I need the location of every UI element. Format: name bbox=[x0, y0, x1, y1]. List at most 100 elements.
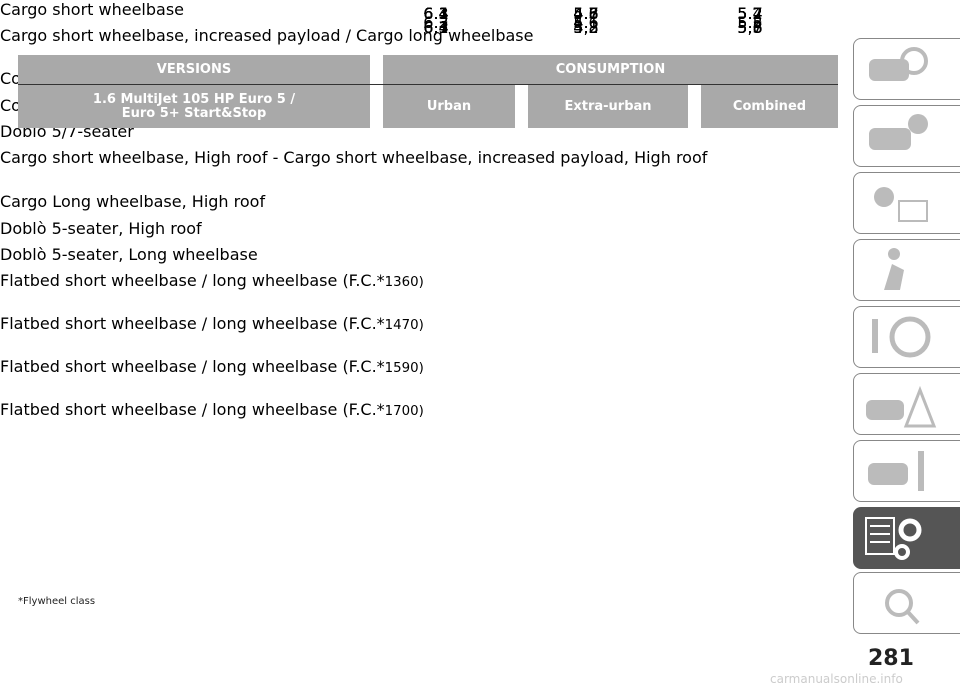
tab-icon[interactable] bbox=[853, 373, 960, 435]
extra-urban-cell: 4.8 bbox=[573, 18, 599, 37]
watermark: carmanualsonline.info bbox=[770, 672, 903, 686]
table-row: Doblò 5-seater, High roof 6.4 5.3 5.7 bbox=[0, 4, 960, 245]
tab-icon-active[interactable] bbox=[853, 507, 960, 569]
combined-cell: 5.5 bbox=[737, 13, 763, 32]
table-row: Flatbed short wheelbase / long wheelbase… bbox=[0, 18, 960, 314]
combined-cell: 5.2 bbox=[737, 4, 763, 23]
icon bbox=[884, 248, 904, 290]
combined-cell: 5.2 bbox=[737, 4, 763, 23]
tab-icon[interactable] bbox=[853, 172, 960, 234]
urban-cell: 6.4 bbox=[423, 18, 449, 37]
table-row: Flatbed short wheelbase / long wheelbase… bbox=[0, 18, 960, 400]
table-row: Cargo Long wheelbase, High roof 6.4 5.3 5.7 bbox=[0, 4, 960, 219]
combined-cell: 5.7 bbox=[737, 4, 763, 23]
combined-cell: 5.2 bbox=[737, 4, 763, 23]
tab-icon[interactable] bbox=[853, 572, 960, 634]
extra-urban-cell: 5.2 bbox=[573, 18, 599, 37]
page-number: 281 bbox=[868, 646, 914, 671]
extra-urban-cell: 5,3 bbox=[573, 18, 599, 37]
header-combined: Combined bbox=[701, 85, 838, 128]
version-cell: Cargo short wheelbase, increased payload… bbox=[0, 26, 960, 45]
urban-cell: 6.4 bbox=[423, 4, 449, 23]
version-text: Flatbed short wheelbase / long wheelbase… bbox=[0, 400, 385, 419]
version-cell: Doblò 5-seater, High roof bbox=[0, 219, 960, 238]
table-row: Flatbed short wheelbase / long wheelbase… bbox=[0, 18, 960, 450]
icon bbox=[885, 589, 920, 625]
icon bbox=[868, 451, 924, 491]
extra-urban-cell: 4.8 bbox=[573, 4, 599, 23]
version-text: Doblò 5-seater, Long wheelbase bbox=[0, 245, 258, 264]
urban-cell: 6.3 bbox=[423, 18, 449, 37]
tab-icon[interactable] bbox=[853, 38, 960, 100]
icon bbox=[869, 114, 928, 150]
extra-urban-cell: 5.3 bbox=[573, 4, 599, 23]
table-row: Flatbed short wheelbase / long wheelbase… bbox=[0, 18, 960, 357]
icon bbox=[872, 316, 931, 358]
version-note: 1470) bbox=[384, 318, 424, 333]
header-extra-urban: Extra-urban bbox=[528, 85, 688, 128]
tab-icon[interactable] bbox=[853, 105, 960, 167]
urban-cell: 6.1 bbox=[423, 4, 449, 23]
version-note: 1700) bbox=[384, 404, 424, 419]
header-consumption: CONSUMPTION bbox=[383, 55, 838, 84]
extra-urban-cell: 4.7 bbox=[573, 4, 599, 23]
extra-urban-cell: 4.7 bbox=[573, 4, 599, 23]
version-cell: Cargo Long wheelbase, High roof bbox=[0, 192, 960, 211]
tab-icon[interactable] bbox=[853, 306, 960, 368]
header-rule bbox=[18, 84, 838, 85]
version-cell: Flatbed short wheelbase / long wheelbase… bbox=[0, 400, 960, 419]
footnote: *Flywheel class bbox=[18, 596, 96, 607]
header-versions: VERSIONS bbox=[18, 55, 370, 84]
version-cell: Cargo short wheelbase, High roof - Cargo… bbox=[0, 148, 960, 167]
urban-cell: 6.1 bbox=[423, 18, 449, 37]
extra-urban-cell: 5.3 bbox=[573, 4, 599, 23]
extra-urban-cell: 4.6 bbox=[573, 4, 599, 23]
version-text: Cargo Long wheelbase, High roof bbox=[0, 192, 266, 211]
version-text: Cargo short wheelbase bbox=[0, 0, 185, 19]
table-row: Doblò 5-seater, Long wheelbase 6.1 4.7 5.2 bbox=[0, 4, 960, 271]
combined-cell: 5.7 bbox=[737, 4, 763, 23]
icon bbox=[869, 47, 928, 81]
version-cell: Flatbed short wheelbase / long wheelbase… bbox=[0, 314, 960, 333]
urban-cell: 6.3 bbox=[423, 13, 449, 32]
combined-cell: 5.6 bbox=[737, 18, 763, 37]
version-text: Flatbed short wheelbase / long wheelbase… bbox=[0, 357, 385, 376]
version-text: Flatbed short wheelbase / long wheelbase… bbox=[0, 314, 385, 333]
version-cell: Flatbed short wheelbase / long wheelbase… bbox=[0, 357, 960, 376]
combined-cell: 5.7 bbox=[737, 18, 763, 37]
version-cell: Doblò 5-seater, Long wheelbase bbox=[0, 245, 960, 264]
combined-cell: 5,8 bbox=[737, 18, 763, 37]
version-note: 1590) bbox=[384, 361, 424, 376]
extra-urban-cell: 4.7 bbox=[573, 4, 599, 23]
extra-urban-cell: 4.6 bbox=[573, 13, 599, 32]
urban-cell: 6.1 bbox=[423, 4, 449, 23]
urban-cell: 6.3 bbox=[423, 4, 449, 23]
urban-cell: 6.1 bbox=[423, 4, 449, 23]
table-row: Cargo short wheelbase 6.1 4.6 5.2 bbox=[0, 0, 960, 26]
version-text: Cargo short wheelbase, increased payload… bbox=[0, 26, 534, 45]
extra-urban-cell: 5.1 bbox=[573, 13, 599, 32]
icon bbox=[874, 187, 928, 222]
version-text: Doblò 5-seater, High roof bbox=[0, 219, 202, 238]
version-cell: Flatbed short wheelbase / long wheelbase… bbox=[0, 271, 960, 290]
tab-icon[interactable] bbox=[853, 239, 960, 301]
header-urban: Urban bbox=[383, 85, 515, 128]
version-text: Cargo short wheelbase, High roof - Cargo… bbox=[0, 148, 708, 167]
urban-cell: 6.2 bbox=[423, 13, 449, 32]
table-row: Cargo short wheelbase, increased payload… bbox=[0, 13, 960, 69]
version-text: Flatbed short wheelbase / long wheelbase… bbox=[0, 271, 385, 290]
tab-icon[interactable] bbox=[853, 440, 960, 502]
icon bbox=[865, 517, 922, 560]
table-row: Cargo short wheelbase, High roof - Cargo… bbox=[0, 13, 960, 192]
extra-urban-cell: 5.3 bbox=[573, 18, 599, 37]
icon bbox=[866, 385, 937, 428]
version-cell: Cargo short wheelbase bbox=[0, 0, 960, 19]
combined-cell: 5.2 bbox=[737, 13, 763, 32]
header-engine: 1.6 MultiJet 105 HP Euro 5 / Euro 5+ Sta… bbox=[18, 85, 370, 128]
combined-cell: 5.2 bbox=[737, 4, 763, 23]
combined-cell: 5.4 bbox=[737, 4, 763, 23]
version-note: 1360) bbox=[384, 275, 424, 290]
urban-cell: 6.1 bbox=[423, 4, 449, 23]
urban-cell: 6,7 bbox=[423, 18, 449, 37]
